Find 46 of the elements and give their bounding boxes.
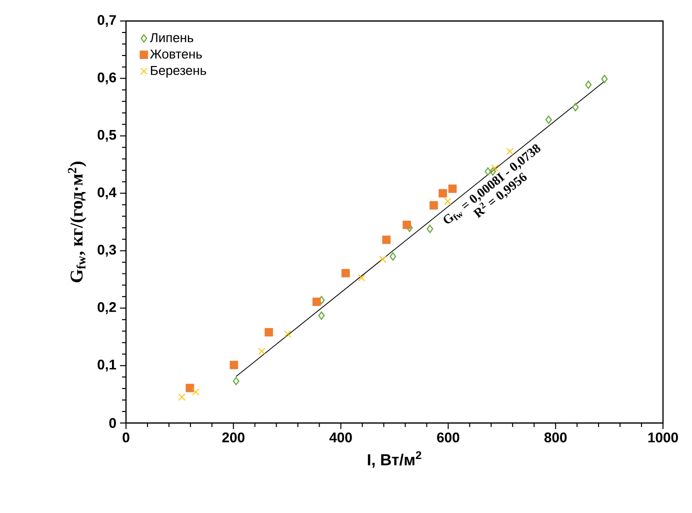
point bbox=[258, 348, 266, 355]
point bbox=[426, 224, 434, 234]
point bbox=[545, 116, 552, 124]
y-tick-label: 0,6 bbox=[98, 72, 116, 84]
legend-label: Липень bbox=[150, 33, 194, 42]
point bbox=[379, 256, 386, 263]
point bbox=[390, 252, 396, 261]
point bbox=[341, 268, 350, 278]
point bbox=[232, 376, 240, 386]
point bbox=[230, 360, 238, 370]
y-axis-title: G$_{fw}$, кг/(год·м$^{2}$) bbox=[68, 162, 86, 282]
point bbox=[448, 184, 457, 193]
point bbox=[491, 164, 499, 172]
x-tick-label: 400 bbox=[329, 432, 352, 442]
point bbox=[601, 74, 608, 84]
y-tick-label: 0,4 bbox=[98, 187, 116, 200]
x-tick-label: 200 bbox=[222, 432, 244, 442]
point bbox=[402, 220, 412, 230]
point bbox=[186, 384, 194, 392]
y-tick-label: 0,3 bbox=[98, 244, 116, 257]
legend-label: Жовтень bbox=[150, 50, 202, 59]
x-tick-label: 800 bbox=[544, 432, 567, 442]
x-axis-title: I, Вт/м$^{2}$ bbox=[368, 451, 422, 468]
x-tick-label: 0 bbox=[122, 432, 130, 442]
point bbox=[178, 394, 186, 401]
point bbox=[406, 224, 413, 232]
point bbox=[284, 330, 292, 338]
x-tick-label: 1000 bbox=[648, 432, 678, 442]
point bbox=[438, 189, 448, 198]
y-tick-label: 0 bbox=[109, 418, 116, 428]
point bbox=[430, 201, 438, 210]
y-tick-label: 0,1 bbox=[98, 360, 116, 372]
point bbox=[585, 80, 592, 89]
point bbox=[382, 236, 391, 244]
point bbox=[192, 388, 200, 396]
point bbox=[444, 198, 452, 205]
legend-label: Березень bbox=[150, 66, 206, 78]
point bbox=[318, 311, 325, 320]
point bbox=[358, 274, 366, 282]
point bbox=[572, 102, 579, 112]
point bbox=[264, 328, 274, 336]
x-tick-label: 600 bbox=[437, 432, 460, 442]
y-tick-label: 0,2 bbox=[98, 302, 116, 314]
point bbox=[312, 298, 321, 306]
y-tick-label: 0,5 bbox=[98, 130, 116, 142]
y-tick-label: 0,7 bbox=[98, 15, 116, 27]
